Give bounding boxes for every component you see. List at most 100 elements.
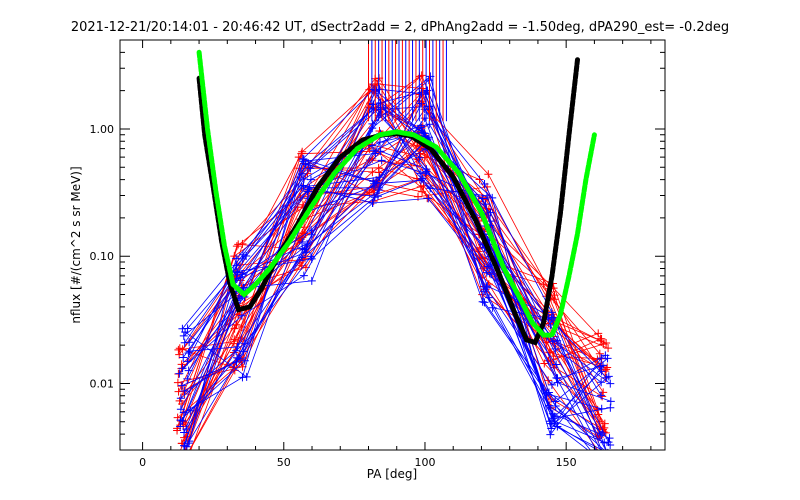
data-point-marker: [242, 251, 251, 260]
data-point-marker: [604, 469, 612, 477]
data-point-marker: [238, 373, 247, 382]
y-tick-label: 0.10: [90, 250, 115, 263]
data-point-marker: [377, 156, 386, 165]
data-point-marker: [294, 233, 303, 242]
series-line: [184, 84, 601, 450]
data-point-marker: [299, 271, 308, 280]
series-line: [180, 93, 602, 450]
data-point-marker: [238, 270, 247, 279]
data-point-marker: [232, 242, 241, 251]
axes-frame: [119, 39, 666, 451]
data-point-marker: [475, 175, 484, 184]
data-point-marker: [484, 170, 493, 179]
data-point-marker: [418, 174, 427, 183]
data-point-marker: [369, 146, 378, 155]
chart-title: 2021-12-21/20:14:01 - 20:46:42 UT, dSect…: [71, 20, 729, 35]
plot-area: [173, 40, 615, 477]
data-point-marker: [179, 331, 188, 340]
data-point-marker: [184, 366, 193, 375]
data-point-marker: [306, 252, 315, 261]
data-point-marker: [242, 372, 251, 381]
data-point-marker: [376, 103, 385, 112]
data-point-marker: [231, 320, 240, 329]
data-point-marker: [416, 169, 425, 178]
data-point-marker: [179, 353, 188, 362]
data-point-marker: [606, 440, 615, 449]
data-point-marker: [298, 154, 307, 163]
data-point-marker: [481, 200, 490, 209]
data-point-marker: [420, 114, 429, 123]
data-point-marker: [180, 441, 189, 450]
series-line: [178, 186, 598, 437]
x-tick-label: 100: [414, 456, 435, 469]
y-tick-label: 1.00: [90, 123, 115, 136]
data-point-marker: [602, 339, 611, 348]
data-point-marker: [422, 167, 431, 176]
data-point-marker: [184, 348, 193, 357]
data-point-marker: [370, 181, 379, 190]
series-line: [185, 159, 599, 450]
data-point-marker: [177, 382, 186, 391]
series-line: [189, 91, 607, 412]
x-axis-label: PA [deg]: [367, 467, 417, 481]
data-point-marker: [180, 451, 188, 459]
data-point-marker: [375, 168, 384, 177]
data-point-marker: [604, 372, 613, 381]
x-tick-label: 50: [277, 456, 291, 469]
series-line: [188, 126, 597, 450]
data-point-marker: [306, 175, 315, 184]
data-point-marker: [600, 419, 609, 428]
data-point-marker: [486, 270, 495, 279]
data-point-marker: [174, 467, 182, 475]
x-tick-label: 0: [139, 456, 146, 469]
data-point-marker: [234, 240, 243, 249]
data-point-marker: [597, 354, 606, 363]
data-point-marker: [417, 88, 426, 97]
data-point-marker: [606, 397, 615, 406]
data-point-marker: [173, 378, 182, 387]
data-point-marker: [230, 324, 239, 333]
data-point-marker: [552, 360, 561, 369]
data-point-marker: [183, 374, 192, 383]
data-point-marker: [425, 120, 434, 129]
data-point-marker: [553, 374, 562, 383]
data-point-marker: [185, 347, 194, 356]
data-point-marker: [546, 430, 555, 439]
x-tick-label: 150: [556, 456, 577, 469]
data-point-marker: [595, 349, 604, 358]
data-point-marker: [607, 452, 615, 460]
data-point-marker: [179, 468, 187, 476]
data-point-marker: [488, 303, 497, 312]
data-point-marker: [181, 454, 189, 462]
data-point-marker: [180, 386, 189, 395]
data-point-marker: [606, 379, 615, 388]
data-point-marker: [480, 298, 489, 307]
data-point-marker: [307, 276, 316, 285]
data-point-marker: [303, 187, 312, 196]
data-point-marker: [175, 369, 184, 378]
data-point-marker: [179, 453, 187, 461]
data-point-marker: [173, 426, 182, 435]
series-line: [184, 178, 602, 447]
data-point-marker: [376, 147, 385, 156]
data-point-marker: [482, 283, 491, 292]
data-point-marker: [178, 416, 187, 425]
data-point-marker: [605, 463, 613, 471]
data-point-marker: [478, 297, 487, 306]
data-point-marker: [307, 230, 316, 239]
data-point-marker: [424, 194, 433, 203]
data-point-marker: [596, 362, 605, 371]
data-point-marker: [232, 254, 241, 263]
data-point-marker: [603, 462, 611, 470]
data-point-marker: [238, 239, 247, 248]
data-point-marker: [417, 99, 426, 108]
data-point-marker: [182, 424, 191, 433]
data-point-marker: [544, 356, 553, 365]
data-point-marker: [551, 402, 560, 411]
data-point-marker: [596, 334, 605, 343]
data-point-marker: [186, 406, 195, 415]
series-line: [182, 133, 601, 422]
data-point-marker: [415, 153, 424, 162]
data-point-marker: [306, 164, 315, 173]
data-point-marker: [601, 351, 610, 360]
